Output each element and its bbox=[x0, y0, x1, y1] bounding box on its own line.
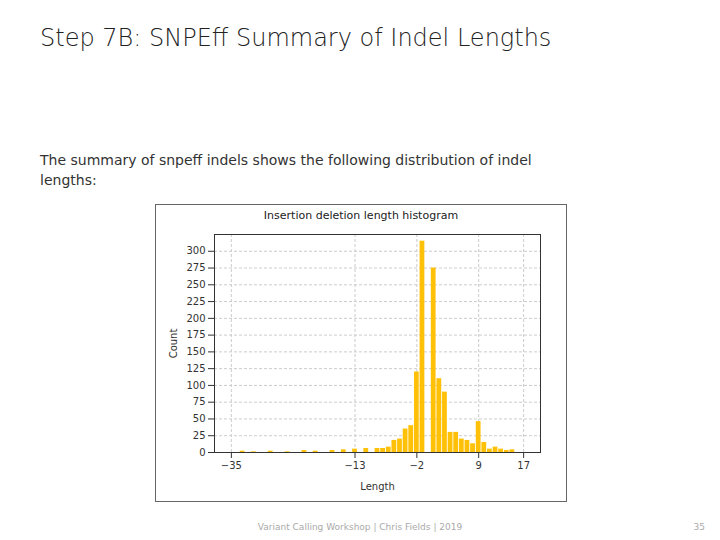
svg-text:300: 300 bbox=[186, 245, 205, 256]
svg-text:−2: −2 bbox=[409, 460, 424, 471]
svg-text:200: 200 bbox=[186, 313, 205, 324]
svg-text:−13: −13 bbox=[344, 460, 365, 471]
html-text:35: 35 bbox=[693, 522, 705, 532]
svg-text:175: 175 bbox=[186, 329, 205, 340]
svg-text:0: 0 bbox=[199, 447, 205, 458]
svg-text:75: 75 bbox=[193, 396, 206, 407]
svg-text:225: 225 bbox=[186, 296, 205, 307]
svg-text:250: 250 bbox=[186, 279, 205, 290]
svg-text:275: 275 bbox=[186, 262, 205, 273]
html-text:Variant Calling Workshop | Chr: Variant Calling Workshop | Chris Fields … bbox=[257, 522, 463, 532]
html-text:Insertion deletion length hist: Insertion deletion length histogram bbox=[263, 209, 459, 222]
svg-text:Length: Length bbox=[360, 481, 395, 492]
html-text:Step 7B: SNPEff Summary of Ind: Step 7B: SNPEff Summary of Indel Lengths bbox=[40, 24, 552, 52]
svg-text:150: 150 bbox=[186, 346, 205, 357]
html-text:The summary of snpeff indels s: The summary of snpeff indels shows the f… bbox=[40, 152, 532, 168]
svg-text:9: 9 bbox=[475, 460, 481, 471]
svg-text:−35: −35 bbox=[221, 460, 242, 471]
svg-text:125: 125 bbox=[186, 363, 205, 374]
svg-text:25: 25 bbox=[193, 430, 206, 441]
svg-text:100: 100 bbox=[186, 380, 205, 391]
html-text:lengths:: lengths: bbox=[40, 172, 97, 188]
svg-text:17: 17 bbox=[517, 460, 530, 471]
svg-text:50: 50 bbox=[193, 413, 206, 424]
svg-text:Count: Count bbox=[168, 329, 179, 359]
